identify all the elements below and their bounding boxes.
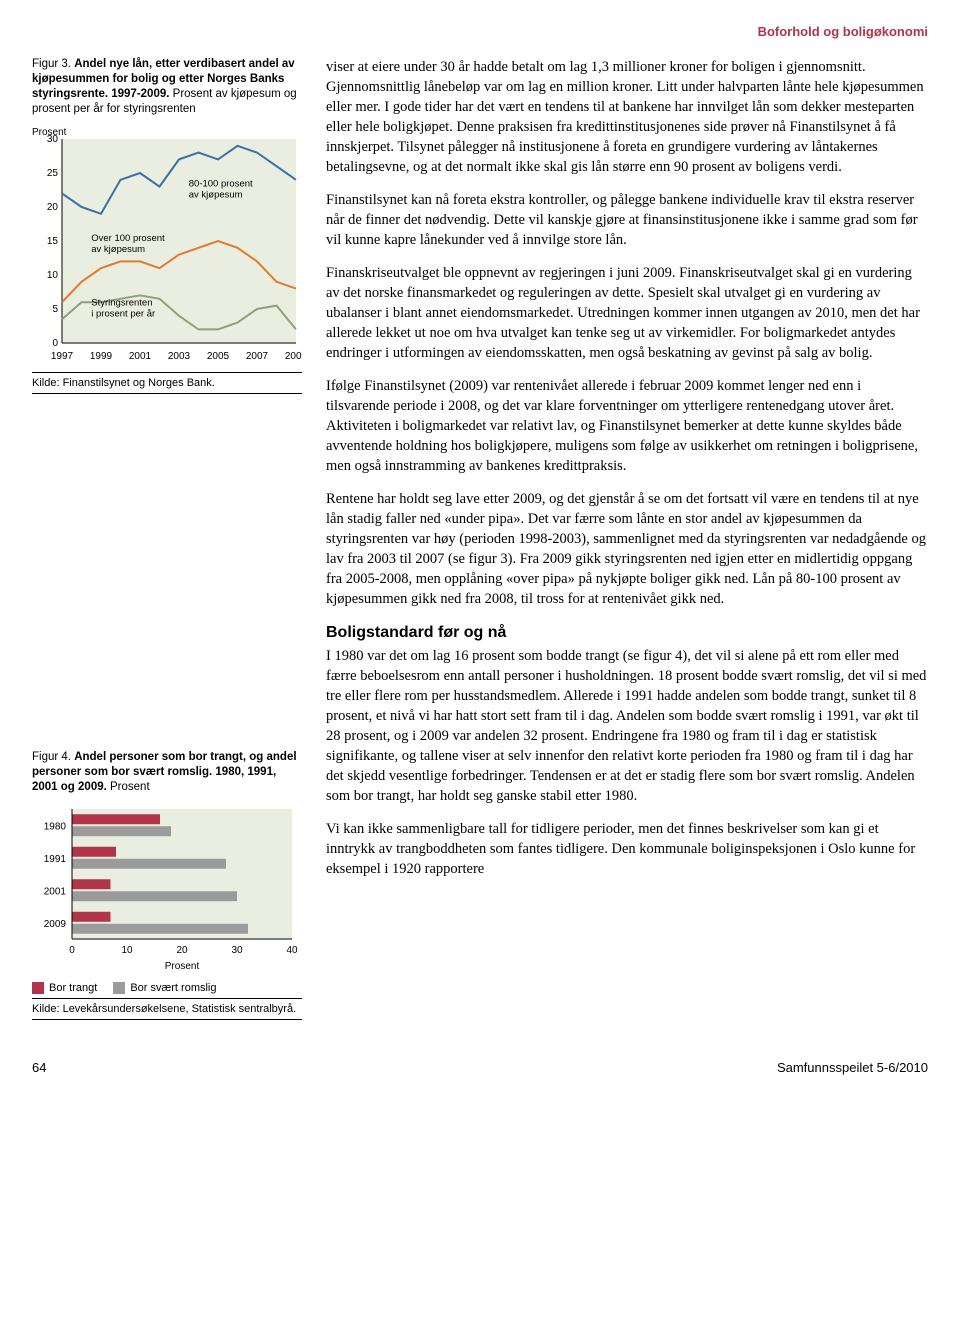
svg-text:10: 10 [121, 945, 133, 956]
figure-4-chart: 1980 1991 2001 2009 0 10 20 30 40 Prosent [32, 801, 302, 976]
paragraph-7: Vi kan ikke sammenligbare tall for tidli… [326, 819, 928, 879]
paragraph-6: I 1980 var det om lag 16 prosent som bod… [326, 646, 928, 806]
figure-3-chart: Prosent051015202530199719992001200320052… [32, 123, 302, 368]
svg-text:Over 100 prosent: Over 100 prosent [91, 233, 165, 244]
subheading-boligstandard: Boligstandard før og nå [326, 622, 928, 644]
figure-4-legend: Bor trangt Bor svært romslig [32, 982, 302, 994]
paragraph-3: Finanskriseutvalget ble oppnevnt av regj… [326, 263, 928, 363]
body-text: viser at eiere under 30 år hadde betalt … [326, 57, 928, 1036]
svg-text:20: 20 [47, 202, 59, 213]
left-column: Figur 3. Andel nye lån, etter verdibaser… [32, 57, 302, 1036]
svg-text:2009: 2009 [44, 918, 67, 929]
svg-text:20: 20 [176, 945, 188, 956]
page-number: 64 [32, 1060, 46, 1075]
paragraph-5: Rentene har holdt seg lave etter 2009, o… [326, 489, 928, 609]
legend-swatch-icon [113, 982, 125, 994]
page-footer: 64 Samfunnsspeilet 5-6/2010 [32, 1060, 928, 1075]
figure-4-caption-rest: Prosent [107, 781, 150, 793]
svg-text:2007: 2007 [246, 351, 269, 362]
section-header: Boforhold og boligøkonomi [32, 24, 928, 39]
svg-text:2003: 2003 [168, 351, 191, 362]
legend-swatch-icon [32, 982, 44, 994]
svg-text:0: 0 [52, 338, 58, 349]
svg-text:0: 0 [69, 945, 75, 956]
svg-text:80-100 prosent: 80-100 prosent [189, 178, 253, 189]
svg-text:i prosent per år: i prosent per år [91, 308, 155, 319]
svg-text:av kjøpesum: av kjøpesum [189, 189, 243, 200]
figure-3-prefix: Figur 3. [32, 58, 74, 70]
svg-text:30: 30 [47, 134, 59, 145]
svg-text:2001: 2001 [44, 886, 67, 897]
svg-text:Styringsrenten: Styringsrenten [91, 297, 152, 308]
journal-ref: Samfunnsspeilet 5-6/2010 [777, 1060, 928, 1075]
figure-4-caption: Figur 4. Andel personer som bor trangt, … [32, 750, 302, 795]
svg-text:2009: 2009 [285, 351, 302, 362]
figure-3-caption: Figur 3. Andel nye lån, etter verdibaser… [32, 57, 302, 117]
figure-4-legend-item-2: Bor svært romslig [113, 982, 216, 994]
svg-text:1980: 1980 [44, 821, 67, 832]
svg-text:2001: 2001 [129, 351, 152, 362]
svg-text:15: 15 [47, 236, 59, 247]
svg-text:1991: 1991 [44, 853, 67, 864]
svg-text:Prosent: Prosent [165, 961, 200, 971]
paragraph-2: Finanstilsynet kan nå foreta ekstra kont… [326, 190, 928, 250]
figure-4-legend-label-1: Bor trangt [49, 982, 97, 994]
svg-text:1999: 1999 [90, 351, 113, 362]
figure-4-legend-label-2: Bor svært romslig [130, 982, 216, 994]
figure-3-source: Kilde: Finanstilsynet og Norges Bank. [32, 372, 302, 394]
paragraph-4: Ifølge Finanstilsynet (2009) var renteni… [326, 376, 928, 476]
left-column-spacer [32, 410, 302, 750]
paragraph-1: viser at eiere under 30 år hadde betalt … [326, 57, 928, 177]
figure-4: Figur 4. Andel personer som bor trangt, … [32, 750, 302, 1020]
svg-text:25: 25 [47, 168, 59, 179]
svg-text:10: 10 [47, 270, 59, 281]
svg-text:30: 30 [231, 945, 243, 956]
svg-text:40: 40 [286, 945, 298, 956]
figure-4-source: Kilde: Levekårsundersøkelsene, Statistis… [32, 998, 302, 1020]
figure-3: Figur 3. Andel nye lån, etter verdibaser… [32, 57, 302, 394]
figure-4-legend-item-1: Bor trangt [32, 982, 97, 994]
svg-text:av kjøpesum: av kjøpesum [91, 244, 145, 255]
svg-text:1997: 1997 [51, 351, 74, 362]
figure-4-prefix: Figur 4. [32, 751, 74, 763]
svg-text:2005: 2005 [207, 351, 230, 362]
svg-text:5: 5 [52, 304, 58, 315]
